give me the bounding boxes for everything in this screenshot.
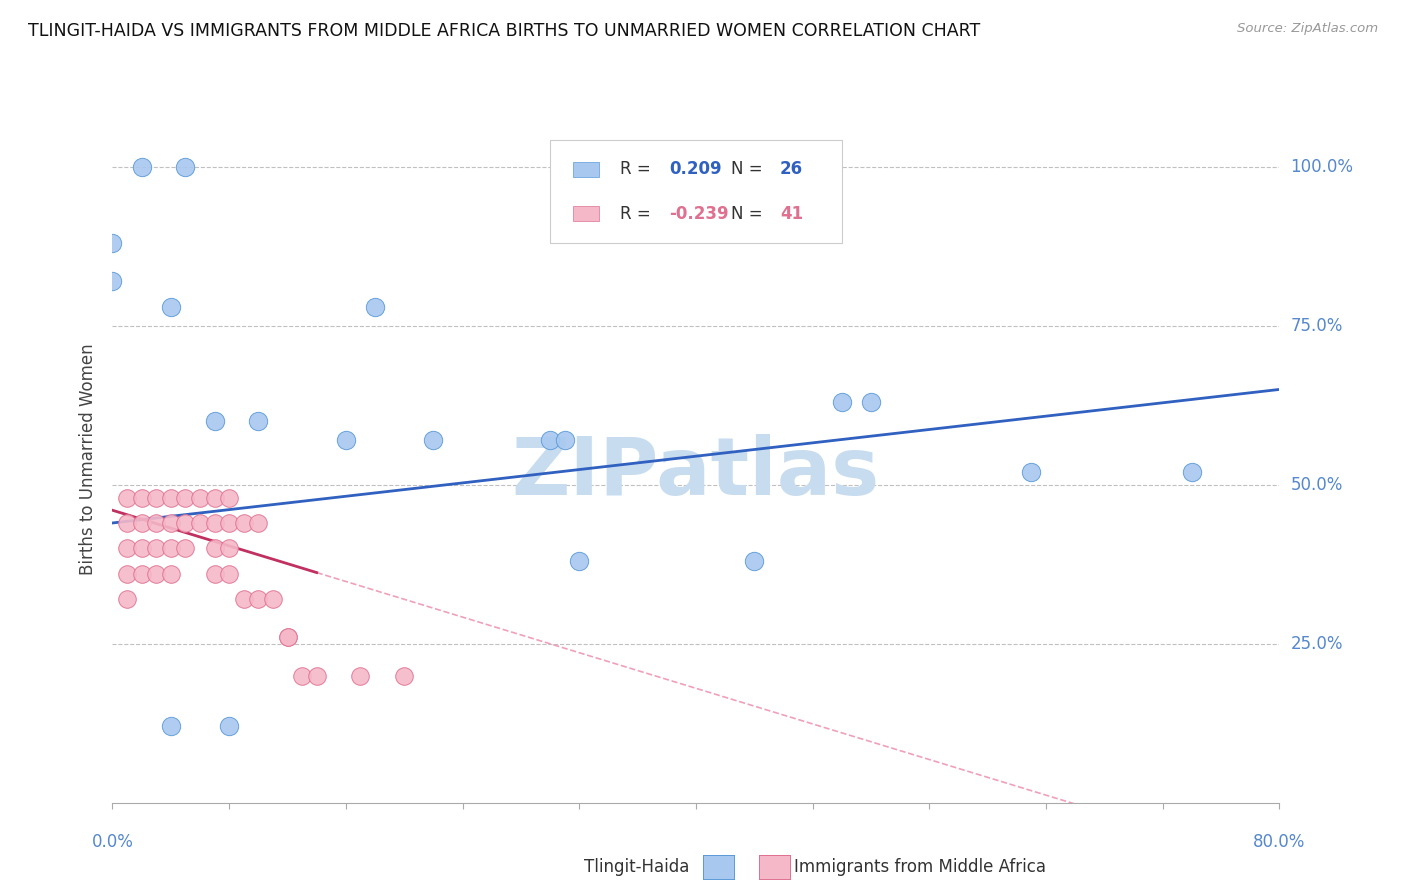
Point [247, 592, 270, 607]
Text: N =: N = [731, 204, 768, 223]
Point [349, 668, 371, 682]
Point [131, 541, 153, 556]
Point [568, 554, 591, 568]
Point [218, 541, 240, 556]
Point [145, 541, 167, 556]
Text: 100.0%: 100.0% [1291, 158, 1354, 176]
Point [538, 434, 561, 448]
Text: Source: ZipAtlas.com: Source: ZipAtlas.com [1237, 22, 1378, 36]
Text: 0.0%: 0.0% [91, 833, 134, 851]
Point [364, 300, 387, 314]
Point [232, 516, 254, 530]
Point [831, 395, 853, 409]
Point [101, 274, 124, 288]
Point [218, 516, 240, 530]
Text: 25.0%: 25.0% [1291, 635, 1343, 653]
Point [218, 566, 240, 581]
Point [204, 414, 226, 428]
Point [160, 541, 183, 556]
Point [131, 160, 153, 174]
Point [174, 160, 197, 174]
Text: Immigrants from Middle Africa: Immigrants from Middle Africa [794, 858, 1046, 876]
Point [305, 668, 328, 682]
Point [422, 434, 444, 448]
Point [204, 516, 226, 530]
Point [115, 566, 138, 581]
Point [101, 236, 124, 251]
Point [232, 592, 254, 607]
Point [174, 491, 197, 505]
Point [554, 434, 576, 448]
Text: N =: N = [731, 161, 768, 178]
Text: 50.0%: 50.0% [1291, 475, 1343, 494]
Point [160, 300, 183, 314]
Point [204, 491, 226, 505]
Y-axis label: Births to Unmarried Women: Births to Unmarried Women [79, 343, 97, 575]
Point [291, 668, 314, 682]
Point [188, 516, 211, 530]
Text: -0.239: -0.239 [669, 204, 728, 223]
Point [174, 541, 197, 556]
Point [335, 434, 357, 448]
Text: 80.0%: 80.0% [1253, 833, 1306, 851]
Point [115, 541, 138, 556]
FancyBboxPatch shape [574, 161, 599, 177]
Text: Tlingit-Haida: Tlingit-Haida [583, 858, 689, 876]
Point [276, 631, 298, 645]
Point [218, 491, 240, 505]
FancyBboxPatch shape [574, 206, 599, 221]
Point [218, 719, 240, 733]
Point [1181, 465, 1204, 479]
Text: 0.209: 0.209 [669, 161, 721, 178]
Point [160, 719, 183, 733]
Point [160, 491, 183, 505]
Point [859, 395, 883, 409]
Point [204, 541, 226, 556]
Point [115, 491, 138, 505]
Text: TLINGIT-HAIDA VS IMMIGRANTS FROM MIDDLE AFRICA BIRTHS TO UNMARRIED WOMEN CORRELA: TLINGIT-HAIDA VS IMMIGRANTS FROM MIDDLE … [28, 22, 980, 40]
FancyBboxPatch shape [550, 140, 842, 243]
Point [174, 516, 197, 530]
Point [131, 516, 153, 530]
Point [247, 414, 270, 428]
Point [145, 516, 167, 530]
Point [392, 668, 416, 682]
Point [262, 592, 284, 607]
Text: R =: R = [620, 204, 657, 223]
Text: 75.0%: 75.0% [1291, 317, 1343, 334]
Point [247, 516, 270, 530]
Point [276, 631, 298, 645]
Point [131, 566, 153, 581]
Text: ZIPatlas: ZIPatlas [512, 434, 880, 512]
Point [204, 566, 226, 581]
Text: 41: 41 [780, 204, 803, 223]
Point [115, 516, 138, 530]
Point [145, 491, 167, 505]
Point [145, 566, 167, 581]
Text: R =: R = [620, 161, 657, 178]
Text: 26: 26 [780, 161, 803, 178]
Point [160, 566, 183, 581]
Point [131, 491, 153, 505]
Point [742, 554, 765, 568]
Point [160, 516, 183, 530]
Point [188, 491, 211, 505]
Point [1021, 465, 1043, 479]
Point [115, 592, 138, 607]
